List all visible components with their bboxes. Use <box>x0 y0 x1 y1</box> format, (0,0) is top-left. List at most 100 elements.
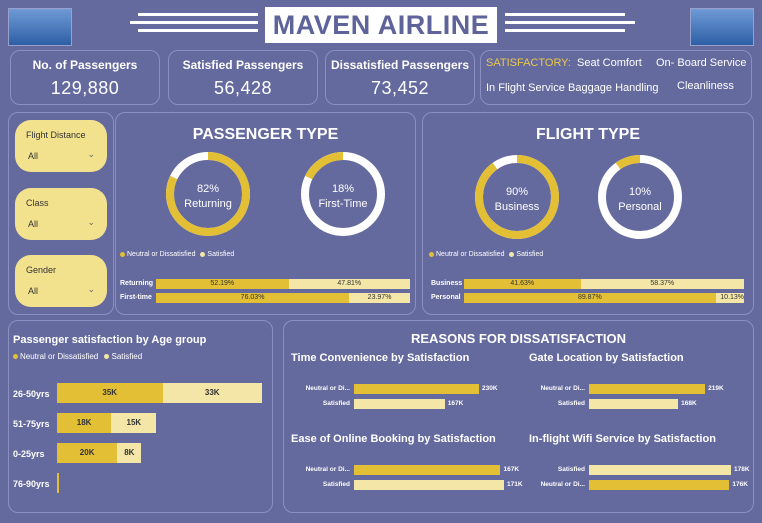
chart-title: In-flight Wifi Service by Satisfaction <box>529 433 716 445</box>
reason-category-label: Neutral or Di... <box>540 481 585 488</box>
slicer-label: Gender <box>26 265 57 275</box>
section-title: FLIGHT TYPE <box>536 126 640 143</box>
donut-arc <box>301 152 385 236</box>
kpi-value: 56,428 <box>213 78 273 98</box>
donut-label: Business <box>495 201 540 213</box>
reason-bar <box>354 465 501 475</box>
donut-percent: 90% <box>506 186 528 198</box>
chevron-down-icon[interactable]: ⌄ <box>87 149 95 159</box>
reason-bar <box>589 384 706 394</box>
bar-segment: 76.03% <box>156 293 350 303</box>
age-bar-segment: 15K <box>111 413 157 433</box>
reason-value-label: 171K <box>507 481 523 488</box>
bar-segment: 41.63% <box>464 279 581 289</box>
section-title: REASONS FOR DISSATISFACTION <box>411 331 626 346</box>
decor-stripe <box>505 21 635 24</box>
satisfactory-item: Seat Comfort <box>577 57 642 69</box>
legend-swatch <box>120 251 125 257</box>
donut-first-time: 18% First-Time <box>301 152 385 236</box>
donut-arc <box>166 152 250 236</box>
legend: Neutral or Dissatisfied Satisfied <box>13 352 142 361</box>
decor-stripe <box>505 13 625 16</box>
chevron-down-icon[interactable]: ⌄ <box>87 217 95 227</box>
reason-category-label: Neutral or Di... <box>540 385 585 392</box>
legend-label: Neutral or Dissatisfied <box>20 352 99 361</box>
legend-swatch <box>13 354 18 360</box>
slicer-label: Flight Distance <box>26 130 86 140</box>
donut-label: Returning <box>184 198 232 210</box>
age-bar-segment <box>57 473 59 493</box>
decor-stripe <box>505 29 625 32</box>
bar-category-label: Personal <box>431 294 461 301</box>
reason-bar <box>354 384 479 394</box>
legend-swatch <box>429 251 434 257</box>
satisfactory-item: On- Board Service <box>656 57 747 69</box>
passenger-type-panel: PASSENGER TYPE 82% Returning 18% First-T… <box>115 112 416 315</box>
reason-value-label: 178K <box>734 466 750 473</box>
age-category-label: 0-25yrs <box>13 449 45 459</box>
bar-segment: 52.19% <box>156 279 289 289</box>
age-bar-segment: 35K <box>57 383 163 403</box>
bar-segment: 89.87% <box>464 293 716 303</box>
airplane-logo-right <box>690 8 754 46</box>
age-category-label: 26-50yrs <box>13 389 50 399</box>
chart-title: Ease of Online Booking by Satisfaction <box>291 433 496 445</box>
reason-category-label: Neutral or Di... <box>305 466 350 473</box>
age-bar-segment: 18K <box>57 413 112 433</box>
donut-arc <box>475 155 559 239</box>
bar-category-label: First-time <box>120 294 152 301</box>
reason-value-label: 167K <box>447 400 464 407</box>
reason-bar <box>589 399 679 409</box>
kpi-card-dissatisfied: Dissatisfied Passengers 73,452 <box>325 50 475 105</box>
legend-swatch <box>200 251 206 257</box>
bar-category-label: Returning <box>120 280 154 287</box>
legend-label: Satisfied <box>111 352 143 361</box>
age-bar-segment: 8K <box>117 443 142 463</box>
decor-stripe <box>138 13 258 16</box>
age-group-panel: Passenger satisfaction by Age group Neut… <box>8 320 273 513</box>
slicer-value: All <box>28 151 39 161</box>
section-title: PASSENGER TYPE <box>192 126 339 143</box>
legend: Neutral or Dissatisfied Satisfied <box>429 251 543 258</box>
legend-label: Satisfied <box>207 251 235 258</box>
page-title: MAVEN AIRLINE <box>272 10 490 40</box>
reason-category-label: Satisfied <box>557 400 585 407</box>
legend: Neutral or Dissatisfied Satisfied <box>120 251 234 258</box>
reason-category-label: Satisfied <box>322 481 350 488</box>
satisfactory-item: In Flight Service <box>486 82 565 94</box>
slicer-class[interactable]: Class All ⌄ <box>15 188 107 240</box>
reason-category-label: Satisfied <box>557 466 585 473</box>
reason-value-label: 219K <box>708 385 724 392</box>
donut-percent: 18% <box>332 183 354 195</box>
slicer-flight-distance[interactable]: Flight Distance All ⌄ <box>15 120 107 172</box>
slicer-value: All <box>28 286 39 296</box>
donut-label: First-Time <box>318 198 367 210</box>
bar-category-label: Business <box>431 280 463 287</box>
reason-bar <box>589 465 731 475</box>
decor-stripe <box>138 29 258 32</box>
donut-percent: 82% <box>197 183 219 195</box>
slicer-label: Class <box>26 198 49 208</box>
bar-segment: 47.81% <box>288 279 410 289</box>
kpi-card-passengers: No. of Passengers 129,880 <box>10 50 160 105</box>
kpi-title: Dissatisfied Passengers <box>330 58 470 72</box>
kpi-title: Satisfied Passengers <box>182 58 304 72</box>
bar-segment: 10.13% <box>715 293 744 303</box>
chart-title: Time Convenience by Satisfaction <box>291 352 470 364</box>
age-bar-segment: 20K <box>57 443 118 463</box>
slicer-gender[interactable]: Gender All ⌄ <box>15 255 107 307</box>
bar-segment: 23.97% <box>349 293 410 303</box>
reason-value-label: 168K <box>681 400 697 407</box>
legend-swatch <box>509 251 515 257</box>
reason-value-label: 167K <box>503 466 520 473</box>
kpi-value: 73,452 <box>370 78 430 98</box>
donut-returning: 82% Returning <box>166 152 250 236</box>
reason-bar <box>354 480 504 490</box>
satisfactory-item: Baggage Handling <box>568 82 659 94</box>
satisfactory-label: SATISFACTORY: <box>486 57 571 69</box>
chevron-down-icon[interactable]: ⌄ <box>87 284 95 294</box>
kpi-value: 129,880 <box>50 78 120 98</box>
donut-arc <box>598 155 682 239</box>
legend-label: Neutral or Dissatisfied <box>436 251 505 258</box>
donut-label: Personal <box>618 201 661 213</box>
